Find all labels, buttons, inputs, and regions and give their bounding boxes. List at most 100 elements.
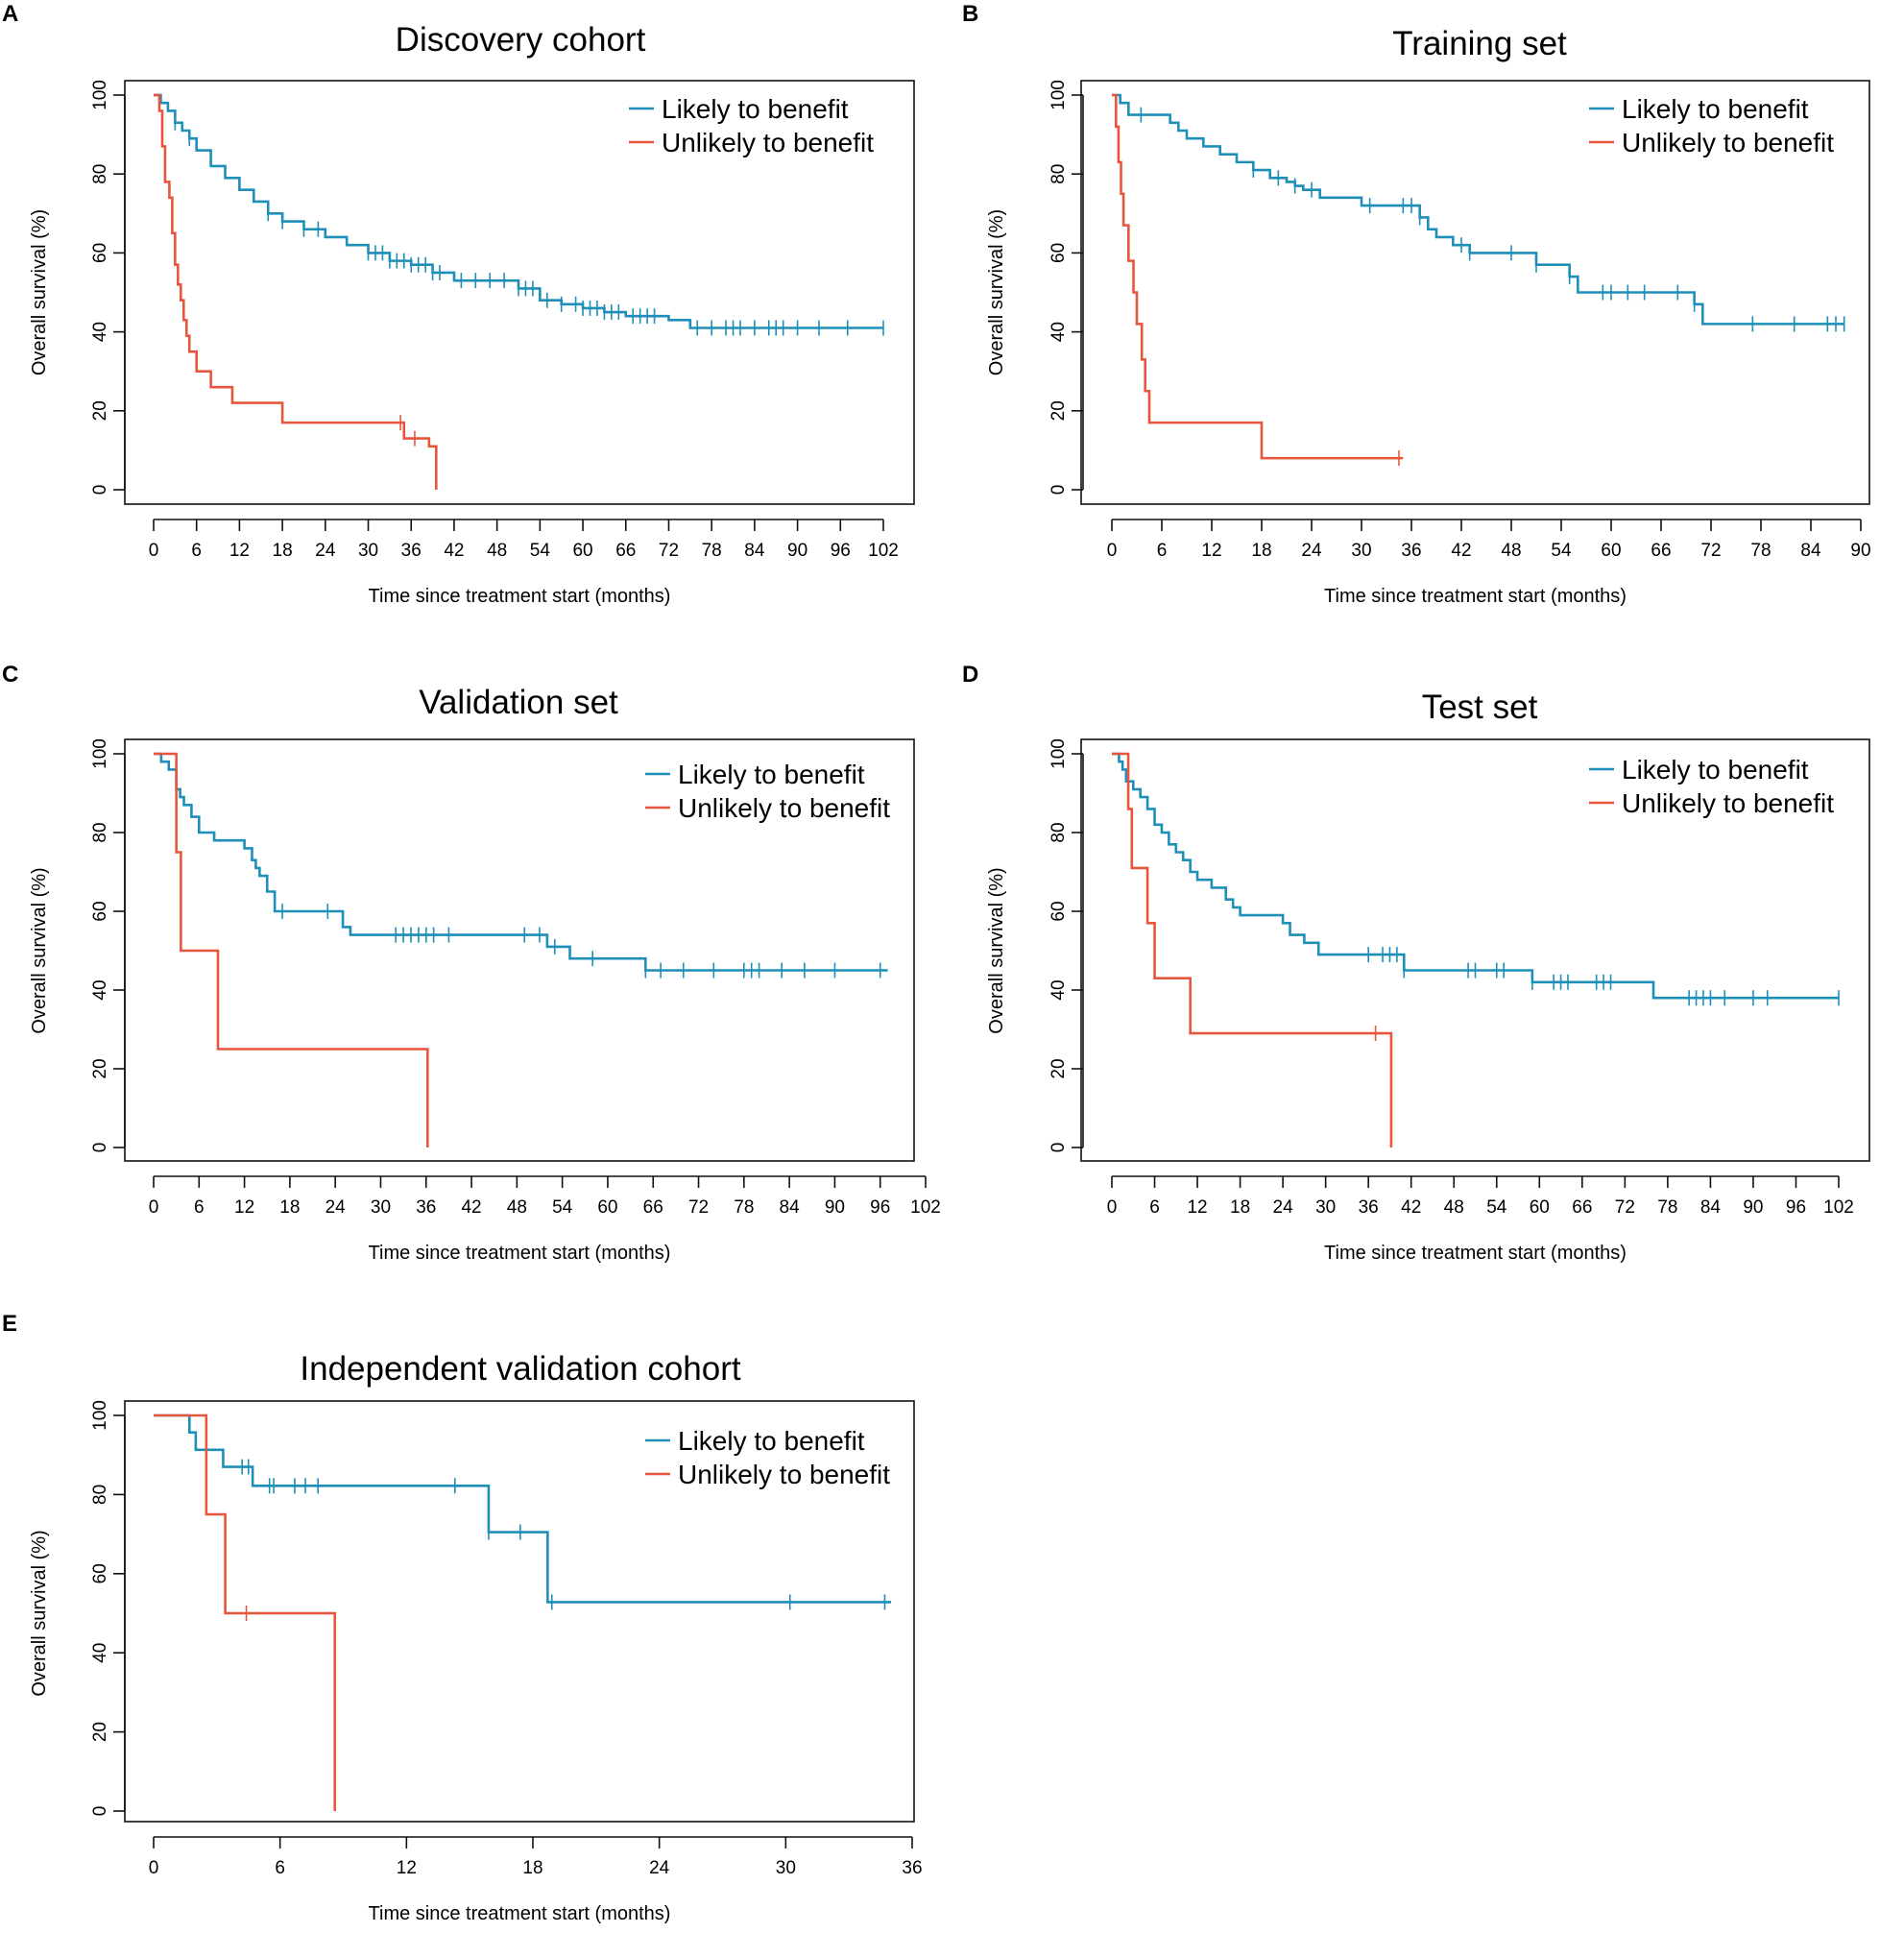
x-tick-label: 78 [1657, 1197, 1677, 1218]
x-tick-label: 84 [780, 1197, 801, 1218]
x-tick-label: 0 [149, 1858, 159, 1878]
x-tick-label: 12 [397, 1858, 417, 1878]
x-tick-label: 96 [831, 541, 851, 561]
x-tick-label: 24 [1301, 541, 1322, 561]
x-tick-label: 42 [1401, 1197, 1421, 1218]
x-tick-label: 42 [1451, 541, 1471, 561]
y-tick-label: 60 [1048, 243, 1069, 263]
x-tick-label: 12 [229, 541, 250, 561]
x-tick-label: 6 [194, 1197, 205, 1218]
legend-label-likely: Likely to benefit [678, 1426, 865, 1456]
y-tick-label: 0 [1048, 1143, 1069, 1153]
x-tick-label: 54 [552, 1197, 573, 1218]
plot-frame [1080, 738, 1870, 1162]
x-tick-label: 66 [1651, 541, 1671, 561]
x-tick-label: 30 [1351, 541, 1371, 561]
x-tick-label: 90 [787, 541, 807, 561]
x-tick-label: 24 [1273, 1197, 1294, 1218]
y-tick-label: 20 [90, 400, 110, 421]
y-tick-label: 80 [90, 1485, 110, 1505]
chart-title: Test set [1422, 689, 1538, 726]
x-tick-label: 0 [1107, 1197, 1118, 1218]
x-tick-label: 30 [371, 1197, 391, 1218]
y-tick-label: 80 [1048, 164, 1069, 184]
x-tick-label: 24 [649, 1858, 670, 1878]
y-tick-label: 0 [90, 1806, 110, 1817]
y-tick-label: 40 [90, 322, 110, 342]
x-tick-label: 78 [1750, 541, 1771, 561]
y-tick-label: 100 [1048, 80, 1069, 110]
panel-letter: C [2, 662, 18, 688]
x-tick-label: 0 [149, 541, 159, 561]
x-tick-label: 30 [358, 541, 378, 561]
x-tick-label: 66 [615, 541, 636, 561]
y-tick-label: 40 [1048, 322, 1069, 342]
y-tick-label: 60 [90, 1563, 110, 1583]
x-tick-label: 90 [825, 1197, 845, 1218]
survival-curve-unlikely [154, 752, 429, 1148]
x-tick-label: 60 [597, 1197, 617, 1218]
legend-label-likely: Likely to benefit [1622, 755, 1809, 785]
y-tick-label: 40 [90, 1643, 110, 1663]
x-tick-label: 36 [902, 1858, 922, 1878]
x-tick-label: 36 [401, 541, 422, 561]
x-tick-label: 48 [487, 541, 507, 561]
x-tick-label: 54 [1486, 1197, 1507, 1218]
legend-label-unlikely: Unlikely to benefit [678, 793, 890, 823]
x-tick-label: 6 [191, 541, 202, 561]
x-tick-label: 18 [279, 1197, 300, 1218]
y-axis-label: Overall survival (%) [29, 209, 50, 375]
y-tick-label: 40 [1048, 979, 1069, 1000]
legend-label-unlikely: Unlikely to benefit [662, 128, 874, 157]
x-tick-label: 18 [1230, 1197, 1250, 1218]
x-tick-label: 12 [1201, 541, 1221, 561]
y-tick-label: 80 [90, 822, 110, 842]
x-axis-label: Time since treatment start (months) [369, 586, 671, 607]
survival-curve-unlikely [154, 1414, 337, 1811]
x-tick-label: 84 [1800, 541, 1821, 561]
legend-label-unlikely: Unlikely to benefit [678, 1460, 890, 1489]
x-tick-label: 60 [572, 541, 592, 561]
x-tick-label: 18 [273, 541, 293, 561]
x-tick-label: 36 [1359, 1197, 1379, 1218]
y-axis-label: Overall survival (%) [29, 1530, 50, 1696]
y-tick-label: 20 [1048, 400, 1069, 421]
y-axis-label: Overall survival (%) [986, 867, 1007, 1033]
x-tick-label: 30 [1315, 1197, 1336, 1218]
y-tick-label: 0 [1048, 485, 1069, 495]
x-tick-label: 78 [734, 1197, 754, 1218]
x-tick-label: 48 [1444, 1197, 1464, 1218]
x-tick-label: 96 [870, 1197, 890, 1218]
chart-title: Training set [1392, 25, 1567, 62]
x-axis-label: Time since treatment start (months) [1324, 1243, 1627, 1264]
x-tick-label: 48 [1501, 541, 1521, 561]
legend-label-unlikely: Unlikely to benefit [1622, 788, 1834, 818]
y-tick-label: 40 [90, 979, 110, 1000]
x-axis-label: Time since treatment start (months) [1324, 586, 1627, 607]
y-axis-label: Overall survival (%) [986, 209, 1007, 375]
panel-letter: A [2, 1, 18, 27]
x-tick-label: 90 [1850, 541, 1870, 561]
x-axis-label: Time since treatment start (months) [369, 1903, 671, 1924]
survival-curve-likely [154, 752, 888, 972]
y-axis-label: Overall survival (%) [29, 867, 50, 1033]
y-tick-label: 60 [1048, 901, 1069, 921]
x-tick-label: 90 [1743, 1197, 1763, 1218]
y-tick-label: 20 [1048, 1058, 1069, 1078]
survival-curve-unlikely [1112, 752, 1393, 1148]
y-tick-label: 60 [90, 243, 110, 263]
chart-title: Independent validation cohort [300, 1350, 741, 1388]
x-tick-label: 0 [1107, 541, 1118, 561]
x-tick-label: 54 [530, 541, 551, 561]
x-tick-label: 102 [910, 1197, 941, 1218]
y-tick-label: 20 [90, 1722, 110, 1742]
panel-letter: B [962, 1, 978, 27]
x-tick-label: 84 [744, 541, 765, 561]
y-tick-label: 80 [1048, 822, 1069, 842]
x-tick-label: 12 [1187, 1197, 1207, 1218]
x-tick-label: 6 [275, 1858, 285, 1878]
legend-label-unlikely: Unlikely to benefit [1622, 128, 1834, 157]
